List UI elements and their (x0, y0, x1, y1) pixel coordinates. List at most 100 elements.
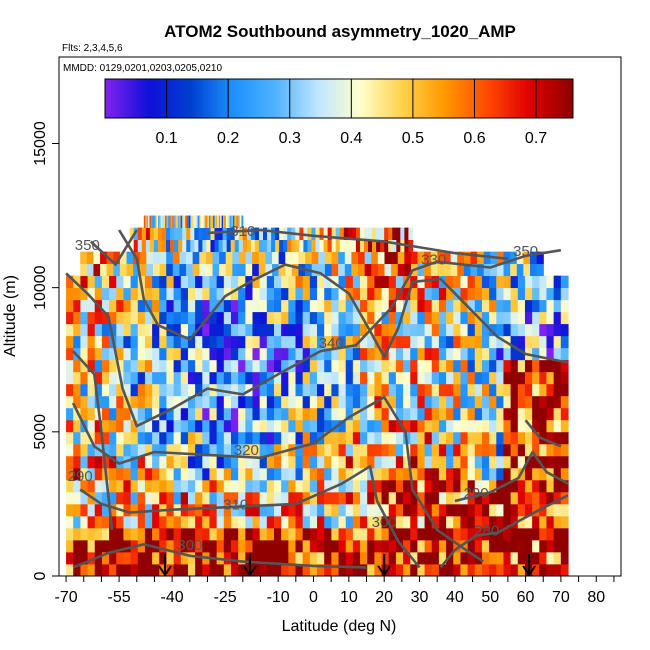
heatmap-cell (94, 467, 103, 481)
heatmap-cell (381, 335, 390, 349)
heatmap-cell (180, 527, 189, 541)
heatmap-cell (94, 503, 103, 517)
colorbar-segment (404, 79, 409, 118)
heatmap-cell (238, 371, 246, 385)
heatmap-cell (130, 371, 139, 385)
heatmap-cell (172, 215, 175, 228)
heatmap-cell (417, 467, 426, 481)
heatmap-cell (377, 251, 386, 265)
heatmap-cell (560, 347, 569, 361)
heatmap-cell (489, 443, 497, 457)
heatmap-cell (238, 239, 244, 253)
heatmap-cell (460, 395, 469, 409)
heatmap-cell (87, 395, 96, 409)
heatmap-cell (73, 503, 82, 517)
heatmap-cell (159, 539, 168, 553)
heatmap-cell (223, 323, 232, 337)
heatmap-cell (374, 299, 383, 313)
heatmap-cell (130, 395, 139, 409)
heatmap-cell (295, 491, 304, 505)
heatmap-cell (144, 527, 153, 541)
heatmap-cell (496, 527, 505, 541)
heatmap-cell (195, 419, 203, 433)
contour-line (79, 465, 421, 569)
heatmap-cell (187, 419, 196, 433)
heatmap-cell (166, 443, 175, 457)
heatmap-cell (252, 263, 260, 277)
heatmap-cell (295, 335, 304, 349)
contour-label: 290 (464, 485, 489, 502)
heatmap-cell (395, 455, 404, 469)
heatmap-cell (202, 491, 211, 505)
heatmap-cell (187, 515, 196, 529)
heatmap-cell (137, 359, 146, 373)
heatmap-cell (220, 215, 223, 228)
heatmap-cell (324, 299, 332, 313)
heatmap-cell (467, 275, 476, 289)
heatmap-cell (367, 275, 375, 289)
heatmap-cell (324, 407, 332, 421)
heatmap-cell (190, 215, 193, 228)
heatmap-cell (187, 275, 196, 289)
heatmap-cell (295, 407, 304, 421)
heatmap-cell (214, 239, 220, 253)
heatmap-cell (489, 275, 497, 289)
heatmap-cell (352, 371, 361, 385)
heatmap-cell (130, 431, 139, 445)
heatmap-cell (539, 467, 548, 481)
colorbar-segment (388, 79, 393, 118)
heatmap-cell (159, 347, 168, 361)
heatmap-cell (338, 407, 347, 421)
heatmap-cell (403, 323, 411, 337)
colorbar-segment (211, 79, 215, 118)
heatmap-cell (186, 251, 194, 265)
heatmap-cell (410, 467, 419, 481)
heatmap-cell (431, 455, 440, 469)
heatmap-cell (431, 551, 440, 565)
heatmap-cell (73, 491, 82, 505)
heatmap-cell (517, 275, 526, 289)
heatmap-cell (116, 431, 125, 445)
heatmap-cell (481, 299, 490, 313)
heatmap-cell (560, 275, 569, 289)
heatmap-cell (160, 215, 163, 228)
heatmap-cell (489, 467, 497, 481)
heatmap-cell (315, 227, 321, 241)
heatmap-cell (324, 563, 332, 577)
heatmap-cell (214, 215, 217, 228)
heatmap-cell (274, 275, 282, 289)
heatmap-cell (166, 539, 175, 553)
heatmap-cell (202, 239, 208, 253)
heatmap-cell (467, 395, 476, 409)
heatmap-cell (216, 467, 225, 481)
heatmap-cell (123, 323, 132, 337)
heatmap-cell (113, 263, 121, 277)
colorbar-frame (104, 78, 574, 119)
heatmap-cell (380, 239, 385, 253)
heatmap-cell (417, 419, 426, 433)
heatmap-cell (144, 515, 153, 529)
heatmap-cell (367, 527, 375, 541)
heatmap-cell (317, 443, 325, 457)
heatmap-cell (223, 395, 232, 409)
heatmap-cell (367, 419, 375, 433)
heatmap-cell (194, 239, 199, 253)
heatmap-cell (372, 227, 377, 241)
heatmap-cell (460, 431, 469, 445)
heatmap-cell (266, 431, 275, 445)
heatmap-cell (80, 275, 89, 289)
heatmap-cell (546, 527, 555, 541)
heatmap-cell (144, 359, 153, 373)
colorbar-segment (541, 79, 546, 118)
y-axis-label: Altitude (m) (2, 275, 19, 357)
colorbar-segment (307, 79, 312, 118)
heatmap-cell (367, 539, 375, 553)
heatmap-cell (109, 515, 117, 529)
heatmap-cell (274, 407, 282, 421)
heatmap-cell (345, 503, 354, 517)
heatmap-cell (109, 467, 117, 481)
heatmap-cell (338, 467, 347, 481)
heatmap-cell (467, 407, 476, 421)
contour-line (454, 450, 569, 503)
heatmap-cell (338, 275, 347, 289)
